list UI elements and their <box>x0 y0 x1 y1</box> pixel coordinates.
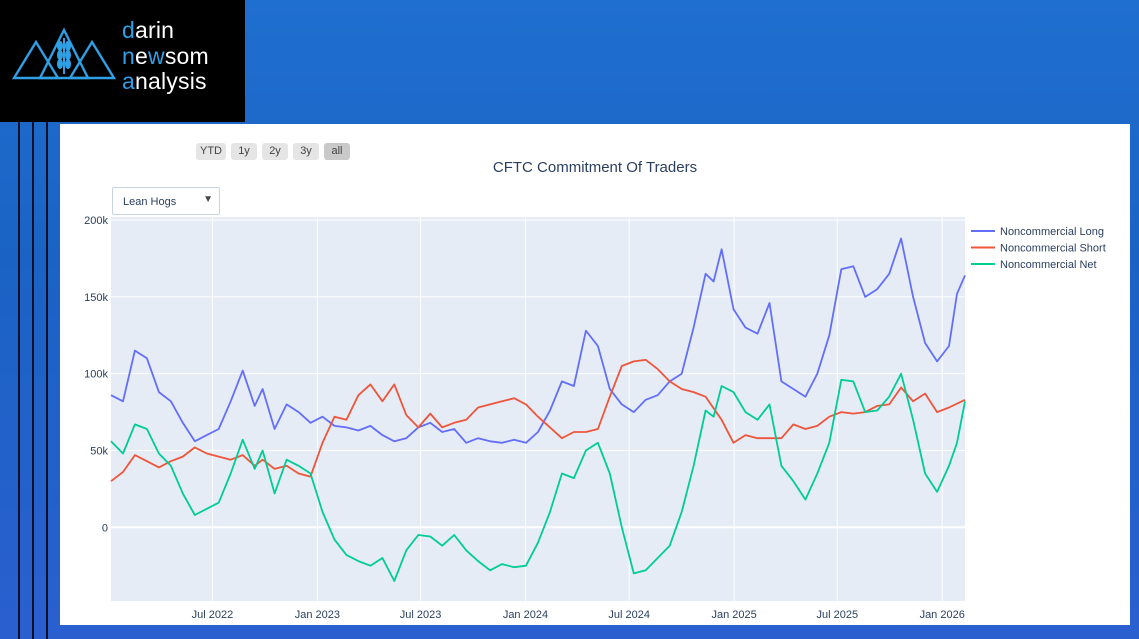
range-button-1y[interactable]: 1y <box>231 143 257 160</box>
commodity-dropdown[interactable]: Lean Hogs ▼ <box>112 187 220 215</box>
chart-panel: YTD 1y 2y 3y all CFTC Commitment Of Trad… <box>60 124 1130 625</box>
range-button-all[interactable]: all <box>324 143 350 160</box>
dropdown-selected-value: Lean Hogs <box>123 196 177 208</box>
x-tick-label: Jan 2025 <box>711 609 756 621</box>
series-line-1 <box>110 358 966 482</box>
series-line-2 <box>110 372 966 582</box>
wheat-mountains-logo-icon <box>12 27 116 80</box>
decorative-divider <box>32 122 34 639</box>
decorative-divider <box>18 122 20 639</box>
x-tick-label: Jan 2023 <box>295 609 340 621</box>
chart-title: CFTC Commitment Of Traders <box>492 159 698 176</box>
y-tick-label: 200k <box>84 215 108 227</box>
x-tick-label: Jul 2023 <box>400 609 442 621</box>
brand-logo: darin newsom analysis <box>0 0 245 122</box>
caret-down-icon: ▼ <box>203 194 213 205</box>
y-tick-label: 150k <box>84 292 108 304</box>
y-tick-label: 50k <box>90 445 108 457</box>
range-button-ytd[interactable]: YTD <box>196 143 226 160</box>
cot-line-chart[interactable]: 0 50k 100k 150k 200k Jul 2022 Jan 2023 Jul 2023… <box>60 124 1130 625</box>
x-tick-label: Jul 2024 <box>608 609 650 621</box>
range-button-3y[interactable]: 3y <box>293 143 319 160</box>
range-button-2y[interactable]: 2y <box>262 143 288 160</box>
legend-label: Noncommercial Long <box>1000 226 1104 238</box>
legend-label: Noncommercial Net <box>1000 259 1097 271</box>
x-tick-label: Jan 2024 <box>503 609 548 621</box>
legend-label: Noncommercial Short <box>1000 243 1106 255</box>
x-tick-label: Jul 2022 <box>192 609 234 621</box>
plot-background <box>111 217 965 601</box>
x-tick-label: Jan 2026 <box>920 609 965 621</box>
x-tick-label: Jul 2025 <box>817 609 859 621</box>
decorative-divider <box>46 122 48 639</box>
brand-wordmark: darin newsom analysis <box>122 17 209 94</box>
y-tick-label: 0 <box>102 522 108 534</box>
y-tick-label: 100k <box>84 369 108 381</box>
